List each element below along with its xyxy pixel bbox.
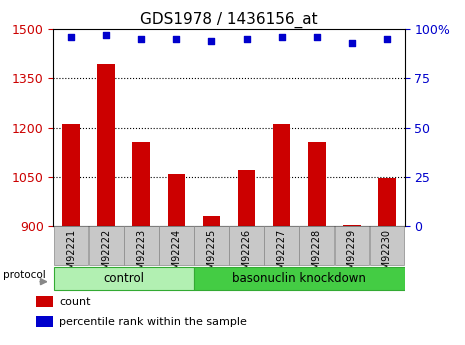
Text: GSM92228: GSM92228: [312, 229, 322, 282]
Text: count: count: [60, 297, 91, 307]
FancyBboxPatch shape: [89, 226, 124, 265]
Bar: [378, 178, 396, 226]
Bar: [62, 124, 80, 226]
Title: GDS1978 / 1436156_at: GDS1978 / 1436156_at: [140, 12, 318, 28]
Point: [173, 36, 180, 42]
Bar: [36, 316, 53, 327]
FancyBboxPatch shape: [53, 226, 88, 265]
FancyBboxPatch shape: [229, 226, 264, 265]
Bar: [97, 65, 115, 226]
Point: [138, 36, 145, 42]
Point: [243, 36, 250, 42]
Bar: [203, 216, 220, 226]
Point: [348, 40, 356, 46]
Text: basonuclin knockdown: basonuclin knockdown: [232, 272, 366, 285]
Bar: [273, 124, 291, 226]
Point: [102, 32, 110, 38]
FancyBboxPatch shape: [159, 226, 194, 265]
Text: GSM92221: GSM92221: [66, 229, 76, 282]
FancyBboxPatch shape: [194, 226, 229, 265]
Text: control: control: [103, 272, 144, 285]
Bar: [308, 142, 326, 226]
Text: GSM92225: GSM92225: [206, 229, 217, 283]
Bar: [343, 225, 361, 226]
Bar: [167, 174, 185, 226]
FancyBboxPatch shape: [370, 226, 405, 265]
Text: GSM92226: GSM92226: [241, 229, 252, 282]
FancyBboxPatch shape: [53, 267, 194, 290]
FancyBboxPatch shape: [194, 267, 405, 290]
Bar: [238, 170, 255, 226]
Point: [278, 34, 286, 40]
Point: [313, 34, 320, 40]
Text: protocol: protocol: [3, 270, 46, 280]
FancyBboxPatch shape: [299, 226, 334, 265]
Text: GSM92222: GSM92222: [101, 229, 111, 283]
Text: GSM92223: GSM92223: [136, 229, 146, 282]
Point: [208, 38, 215, 44]
Point: [67, 34, 75, 40]
Point: [383, 36, 391, 42]
Text: GSM92227: GSM92227: [277, 229, 287, 283]
Text: GSM92229: GSM92229: [347, 229, 357, 282]
FancyBboxPatch shape: [334, 226, 369, 265]
FancyBboxPatch shape: [264, 226, 299, 265]
Text: GSM92230: GSM92230: [382, 229, 392, 282]
Text: GSM92224: GSM92224: [171, 229, 181, 282]
Text: percentile rank within the sample: percentile rank within the sample: [60, 317, 247, 327]
FancyBboxPatch shape: [124, 226, 159, 265]
Bar: [36, 296, 53, 307]
Bar: [133, 142, 150, 226]
